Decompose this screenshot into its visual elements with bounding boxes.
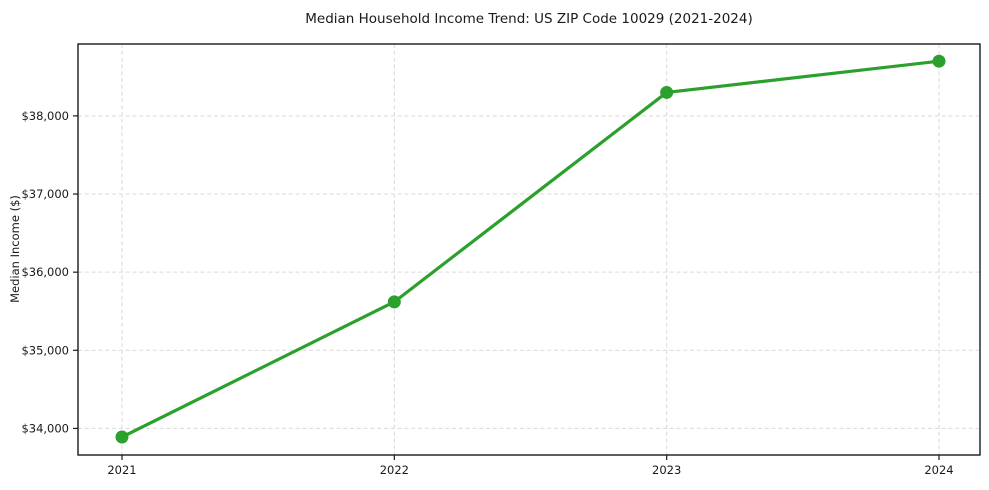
x-tick-label: 2022 [380,463,409,477]
x-tick-label: 2023 [652,463,681,477]
data-point-2022 [387,295,401,309]
x-tick-label: 2024 [924,463,953,477]
y-tick-label: $35,000 [21,343,69,357]
data-point-2021 [115,430,129,444]
y-tick-label: $37,000 [21,187,69,201]
income-trend-line [120,59,941,439]
y-tick-label: $38,000 [21,109,69,123]
x-tick-label: 2021 [107,463,136,477]
plot-border [77,43,981,456]
data-point-2024 [932,54,946,68]
y-tick-label: $34,000 [21,421,69,435]
y-tick-label: $36,000 [21,265,69,279]
data-point-2023 [660,85,674,99]
chart-title: Median Household Income Trend: US ZIP Co… [305,11,753,27]
